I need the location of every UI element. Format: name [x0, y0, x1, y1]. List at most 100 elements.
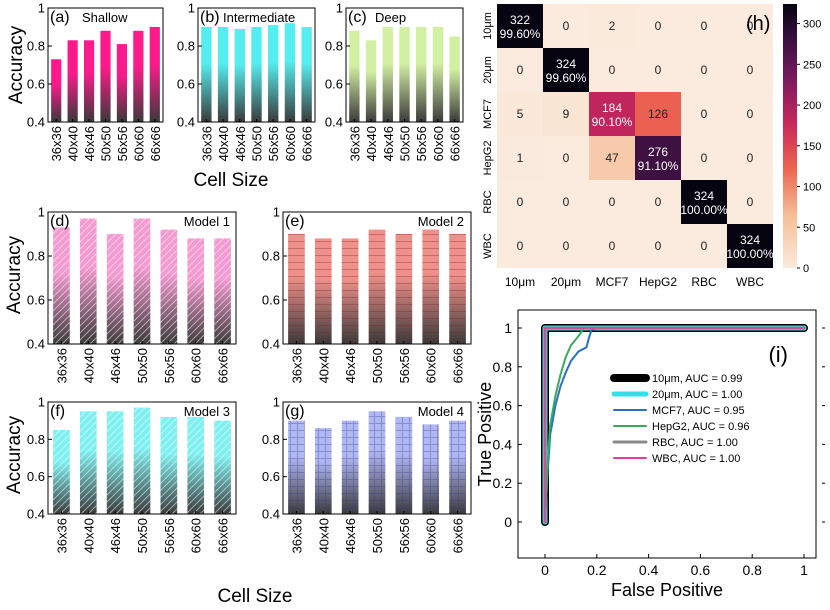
roc-xtick-label: 0.8 [742, 562, 762, 578]
panel-f: 0.4 0.6 0.8 1 36x36 40x40 46x46 50x50 56x56 60x60… [27, 395, 237, 553]
heatmap-value: 0 [563, 239, 570, 253]
roc-xlabel: False Positive [611, 580, 723, 600]
xtick-label-d: 36x36 [54, 348, 69, 383]
bar-b-50x50 [251, 27, 262, 122]
bar-a-66x66 [149, 27, 160, 122]
bar-pattern-d-36x36 [53, 227, 70, 344]
heatmap-cell-0-3 [635, 4, 681, 48]
xtick-label-d: 40x40 [81, 348, 96, 383]
xtick-label-g: 60x60 [424, 518, 439, 553]
roc-ytick-label: 0.8 [493, 359, 513, 375]
xtick-label-f: 50x50 [135, 518, 150, 553]
xtick-label-a: 66x66 [148, 126, 163, 161]
bar-pattern-d-40x40 [79, 218, 97, 344]
heatmap-row-label: MCF7 [482, 99, 494, 129]
bar-pattern-f-40x40 [79, 411, 97, 514]
heatmap-cell-4-2 [589, 180, 635, 224]
panel-title-b: Intermediate [223, 10, 295, 25]
heatmap-value: 0 [655, 239, 662, 253]
ytick-label-c: 0.8 [325, 39, 343, 54]
roc-xtick-label: 1 [800, 562, 808, 578]
heatmap-cell-1-2 [589, 48, 635, 92]
roc-ylabel: True Positive [475, 382, 495, 486]
heatmap-percent: 91.10% [638, 159, 679, 173]
roc-ytick-label: 0.4 [493, 436, 513, 452]
heatmap-col-label: WBC [736, 275, 764, 289]
heatmap-percent: 100.00% [680, 203, 728, 217]
heatmap-cell-4-1 [543, 180, 589, 224]
colorbar-tick-label: 250 [803, 59, 821, 71]
heatmap-cell-0-5 [727, 4, 773, 48]
heatmap-value: 0 [609, 195, 616, 209]
xtick-label-f: 56x56 [162, 518, 177, 553]
panel-d: 0.4 0.6 0.8 1 36x36 40x40 46x46 50x50 56x56 60x60… [27, 205, 237, 383]
panel-c: 0.4 0.6 0.8 1 36x36 40x40 46x46 50x50 56x56 60x60… [325, 1, 464, 161]
bar-pattern-g-60x60 [422, 424, 440, 514]
heatmap-value: 0 [655, 19, 662, 33]
heatmap-cell-1-4 [681, 48, 727, 92]
heatmap-cell-3-0 [497, 136, 543, 180]
xtick-label-d: 66x66 [216, 348, 231, 383]
heatmap-cell-0-1 [543, 4, 589, 48]
roc-xtick-label: 0.2 [587, 562, 607, 578]
panel-label-g: (g) [285, 403, 305, 420]
xtick-label-c: 40x40 [364, 126, 379, 161]
xtick-label-b: 56x56 [266, 126, 281, 161]
bar-pattern-g-36x36 [288, 420, 305, 514]
colorbar-tick-label: 0 [803, 263, 809, 275]
heatmap-value: 0 [701, 19, 708, 33]
roc-frame [517, 309, 817, 559]
xtick-label-a: 50x50 [99, 126, 114, 161]
heatmap-value: 5 [517, 107, 524, 121]
roc-curve-5 [544, 327, 805, 523]
xtick-label-c: 66x66 [448, 126, 463, 161]
heatmap-value: 0 [701, 151, 708, 165]
heatmap-value: 0 [563, 151, 570, 165]
bar-pattern-g-56x56 [395, 416, 413, 514]
xtick-label-g: 50x50 [370, 518, 385, 553]
panel-i: 0 0.2 0.4 0.6 0.8 1 0 0.2 0.4 0.6 0.8 1 False Positi… [475, 309, 825, 600]
xtick-label-a: 56x56 [115, 126, 130, 161]
panel-label-c: (c) [348, 9, 367, 26]
heatmap-value: 322 [510, 13, 530, 27]
roc-ytick-label: 1 [504, 320, 512, 336]
roc-xtick-label: 0.4 [639, 562, 659, 578]
heatmap-cell-2-0 [497, 92, 543, 136]
xtick-label-d: 46x46 [108, 348, 123, 383]
ytick-label-c: 1 [336, 1, 343, 16]
ytick-label-f: 0.6 [27, 469, 45, 484]
bar-pattern-e-60x60 [422, 229, 440, 344]
panel-title-a: Shallow [82, 10, 128, 25]
heatmap-cell-2-3 [635, 92, 681, 136]
xtick-label-d: 56x56 [162, 348, 177, 383]
heatmap-row-label: 10μm [482, 12, 494, 40]
xtick-label-f: 66x66 [216, 518, 231, 553]
panel-label-d: (d) [50, 213, 70, 230]
panel-title-d: Model 1 [184, 214, 230, 229]
heatmap-cell-5-0 [497, 224, 543, 268]
xtick-label-g: 56x56 [397, 518, 412, 553]
panel-b: 0.4 0.6 0.8 1 36x36 40x40 46x46 50x50 56x56 60x60… [177, 1, 316, 161]
heatmap-value: 126 [648, 107, 668, 121]
heatmap-value: 0 [609, 239, 616, 253]
legend-label-2: MCF7, AUC = 0.95 [652, 405, 745, 417]
xtick-label-c: 36x36 [347, 126, 362, 161]
heatmap-col-label: 10μm [505, 275, 535, 289]
ytick-label-c: 0.6 [325, 77, 343, 92]
heatmap-cell-2-4 [681, 92, 727, 136]
ytick-label-b: 0.4 [177, 115, 195, 130]
heatmap-value: 47 [605, 151, 619, 165]
ytick-label-d: 1 [38, 205, 45, 220]
heatmap-col-label: MCF7 [596, 275, 629, 289]
bar-pattern-e-36x36 [288, 234, 305, 344]
xtick-label-e: 60x60 [424, 348, 439, 383]
ytick-label-a: 1 [38, 1, 45, 16]
heatmap-value: 324 [556, 57, 576, 71]
xtick-label-g: 40x40 [316, 518, 331, 553]
heatmap-row-label: 20μm [482, 56, 494, 84]
panel-label-h: (h) [746, 13, 770, 35]
xtick-label-b: 60x60 [283, 126, 298, 161]
xtick-label-g: 66x66 [451, 518, 466, 553]
colorbar-tick-label: 50 [803, 222, 815, 234]
ytick-label-f: 0.8 [27, 432, 45, 447]
